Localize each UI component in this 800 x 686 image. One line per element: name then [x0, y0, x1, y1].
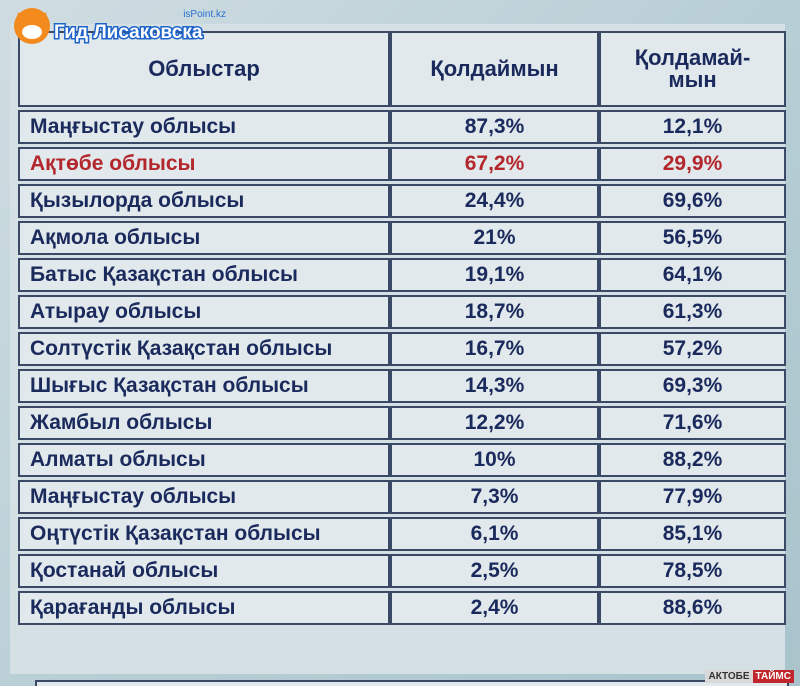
value-cell: 57,2%: [599, 332, 786, 366]
table-row: Атырау облысы 18,7% 61,3%: [18, 295, 786, 329]
region-cell: Батыс Қазақстан облысы: [18, 258, 390, 292]
value-cell: 78,5%: [599, 554, 786, 588]
table-row: Солтүстік Қазақстан облысы 16,7% 57,2%: [18, 332, 786, 366]
watermark-left: АКТОБЕ: [705, 670, 753, 683]
logo-site: isPoint.kz: [183, 9, 226, 20]
table-row: Шығыс Қазақстан облысы 14,3% 69,3%: [18, 369, 786, 403]
table-edge: [35, 680, 789, 686]
value-cell: 71,6%: [599, 406, 786, 440]
logo-ear: [16, 12, 26, 24]
region-cell: Жамбыл облысы: [18, 406, 390, 440]
header-row: Облыстар Қолдаймын Қолдамай- мын: [18, 31, 786, 107]
logo-name: Гид Лисаковска: [54, 22, 203, 43]
region-cell: Шығыс Қазақстан облысы: [18, 369, 390, 403]
table-row: Ақтөбе облысы 67,2% 29,9%: [18, 147, 786, 181]
table-row: Алматы облысы 10% 88,2%: [18, 443, 786, 477]
region-cell: Оңтүстік Қазақстан облысы: [18, 517, 390, 551]
value-cell: 56,5%: [599, 221, 786, 255]
value-cell: 67,2%: [390, 147, 599, 181]
region-cell: Қызылорда облысы: [18, 184, 390, 218]
region-cell: Алматы облысы: [18, 443, 390, 477]
watermark-right: ТАЙМС: [752, 670, 794, 683]
table: Облыстар Қолдаймын Қолдамай- мын Маңғыстау …: [18, 28, 786, 628]
value-cell: 2,4%: [390, 591, 599, 625]
header-cell: Қолдаймын: [390, 31, 599, 107]
region-cell: Атырау облысы: [18, 295, 390, 329]
table-row: Оңтүстік Қазақстан облысы 6,1% 85,1%: [18, 517, 786, 551]
value-cell: 29,9%: [599, 147, 786, 181]
region-cell: Қарағанды облысы: [18, 591, 390, 625]
value-cell: 16,7%: [390, 332, 599, 366]
watermark: АКТОБЕ ТАЙМС: [705, 670, 794, 683]
logo-ear: [38, 12, 48, 24]
value-cell: 85,1%: [599, 517, 786, 551]
header-cell: Қолдамай- мын: [599, 31, 786, 107]
value-cell: 61,3%: [599, 295, 786, 329]
value-cell: 10%: [390, 443, 599, 477]
region-cell: Маңғыстау облысы: [18, 480, 390, 514]
value-cell: 77,9%: [599, 480, 786, 514]
value-cell: 69,6%: [599, 184, 786, 218]
table-row: Маңғыстау облысы 7,3% 77,9%: [18, 480, 786, 514]
value-cell: 6,1%: [390, 517, 599, 551]
value-cell: 24,4%: [390, 184, 599, 218]
value-cell: 2,5%: [390, 554, 599, 588]
value-cell: 87,3%: [390, 110, 599, 144]
region-cell: Қостанай облысы: [18, 554, 390, 588]
value-cell: 12,1%: [599, 110, 786, 144]
value-cell: 18,7%: [390, 295, 599, 329]
value-cell: 7,3%: [390, 480, 599, 514]
value-cell: 12,2%: [390, 406, 599, 440]
table-row: Қызылорда облысы 24,4% 69,6%: [18, 184, 786, 218]
value-cell: 19,1%: [390, 258, 599, 292]
value-cell: 64,1%: [599, 258, 786, 292]
table-row: Маңғыстау облысы 87,3% 12,1%: [18, 110, 786, 144]
logo: isPoint.kz Гид Лисаковска: [14, 8, 226, 45]
value-cell: 21%: [390, 221, 599, 255]
table-row: Қостанай облысы 2,5% 78,5%: [18, 554, 786, 588]
table-row: Ақмола облысы 21% 56,5%: [18, 221, 786, 255]
region-cell: Маңғыстау облысы: [18, 110, 390, 144]
region-cell: Ақтөбе облысы: [18, 147, 390, 181]
value-cell: 88,6%: [599, 591, 786, 625]
value-cell: 69,3%: [599, 369, 786, 403]
region-cell: Ақмола облысы: [18, 221, 390, 255]
table-row: Батыс Қазақстан облысы 19,1% 64,1%: [18, 258, 786, 292]
region-cell: Солтүстік Қазақстан облысы: [18, 332, 390, 366]
table-row: Қарағанды облысы 2,4% 88,6%: [18, 591, 786, 625]
logo-face: [22, 25, 42, 39]
value-cell: 14,3%: [390, 369, 599, 403]
value-cell: 88,2%: [599, 443, 786, 477]
header-cell: Облыстар: [18, 31, 390, 107]
table-row: Жамбыл облысы 12,2% 71,6%: [18, 406, 786, 440]
